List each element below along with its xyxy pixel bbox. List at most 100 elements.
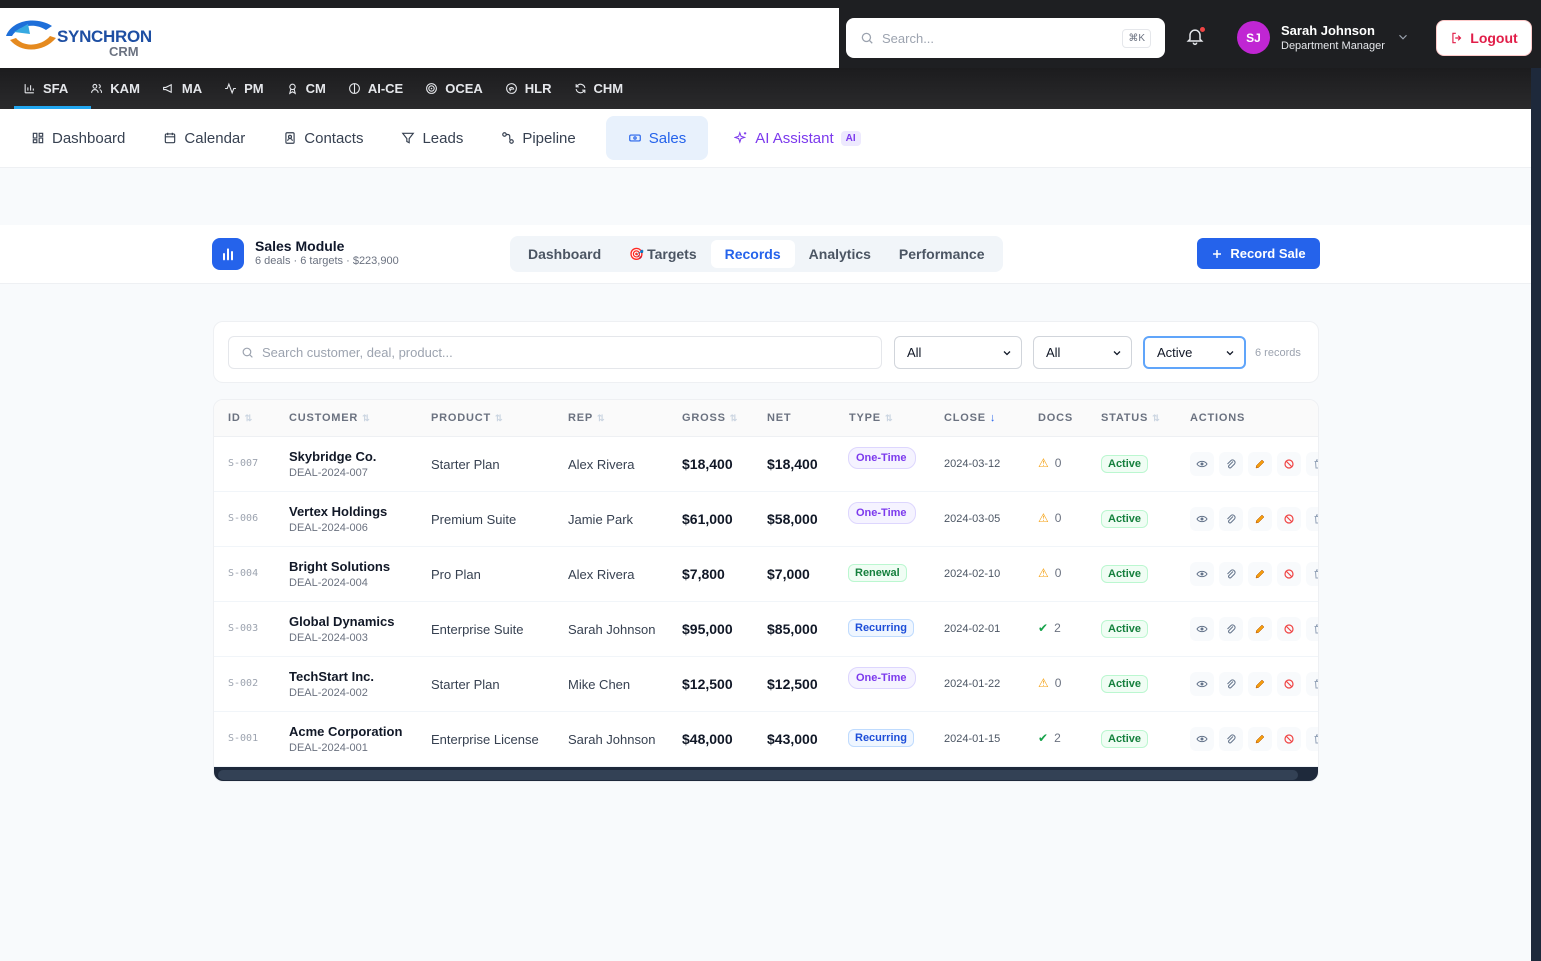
record-sale-button[interactable]: Record Sale: [1197, 238, 1320, 269]
trash-action-button[interactable]: [1306, 562, 1318, 586]
trash-action-button[interactable]: [1306, 617, 1318, 641]
section-tab-calendar[interactable]: Calendar: [151, 116, 257, 160]
column-header-rep[interactable]: REP ⇅: [568, 412, 605, 424]
tab-label: Analytics: [808, 246, 871, 262]
module-tab-ma[interactable]: MA: [151, 68, 213, 109]
close-date: 2024-01-22: [944, 678, 1001, 690]
paperclip-action-button[interactable]: [1219, 672, 1243, 696]
logout-button[interactable]: Logout: [1436, 20, 1532, 56]
ban-action-button[interactable]: [1277, 562, 1301, 586]
tab-analytics[interactable]: Analytics: [795, 240, 885, 268]
docs-count[interactable]: ✔ 2: [1038, 621, 1061, 635]
table-row[interactable]: S-006 Vertex Holdings DEAL-2024-006 Premium…: [214, 492, 1318, 547]
paperclip-action-button[interactable]: [1219, 727, 1243, 751]
table-row[interactable]: S-003 Global Dynamics DEAL-2024-003 Enterpr…: [214, 602, 1318, 657]
record-id: S-001: [228, 733, 259, 744]
status-filter-select[interactable]: Active: [1143, 336, 1246, 369]
customer-name[interactable]: Vertex Holdings: [289, 504, 388, 519]
tab-performance[interactable]: Performance: [885, 240, 999, 268]
global-search-input[interactable]: Search... ⌘K: [846, 18, 1165, 58]
tab-records[interactable]: Records: [710, 240, 795, 268]
section-tab-leads[interactable]: Leads: [389, 116, 475, 160]
module-tab-sfa[interactable]: SFA: [12, 68, 92, 109]
paperclip-icon: [1227, 569, 1236, 579]
section-tab-sales[interactable]: Sales: [605, 116, 709, 160]
customer-name[interactable]: Acme Corporation: [289, 724, 403, 739]
pencil-action-button[interactable]: [1248, 452, 1272, 476]
docs-count[interactable]: ⚠ 0: [1038, 456, 1061, 470]
customer-name[interactable]: Bright Solutions: [289, 559, 391, 574]
module-tab-ai-ce[interactable]: AI-CE: [337, 68, 414, 109]
eye-action-button[interactable]: [1190, 562, 1214, 586]
paperclip-action-button[interactable]: [1219, 562, 1243, 586]
customer-name[interactable]: Skybridge Co.: [289, 449, 377, 464]
table-row[interactable]: S-001 Acme Corporation DEAL-2024-001 Enterp…: [214, 712, 1318, 767]
pencil-action-button[interactable]: [1248, 562, 1272, 586]
column-header-close[interactable]: CLOSE ↓: [944, 412, 996, 424]
table-row[interactable]: S-002 TechStart Inc. DEAL-2024-002 Starter …: [214, 657, 1318, 712]
table-row[interactable]: S-007 Skybridge Co. DEAL-2024-007 Starter P…: [214, 437, 1318, 492]
column-header-type[interactable]: TYPE ⇅: [849, 412, 893, 424]
trash-action-button[interactable]: [1306, 507, 1318, 531]
search-shortcut-hint: ⌘K: [1122, 28, 1151, 48]
tab-targets[interactable]: 🎯 Targets: [615, 240, 711, 268]
ban-action-button[interactable]: [1277, 452, 1301, 476]
eye-action-button[interactable]: [1190, 507, 1214, 531]
module-tab-pm[interactable]: PM: [213, 68, 275, 109]
column-header-status[interactable]: STATUS ⇅: [1101, 412, 1161, 424]
tab-dashboard[interactable]: Dashboard: [514, 240, 615, 268]
eye-action-button[interactable]: [1190, 617, 1214, 641]
module-tab-chm[interactable]: CHM: [563, 68, 635, 109]
column-header-id[interactable]: ID ⇅: [228, 412, 253, 424]
column-header-product[interactable]: PRODUCT ⇅: [431, 412, 503, 424]
ban-action-button[interactable]: [1277, 507, 1301, 531]
docs-count[interactable]: ⚠ 0: [1038, 511, 1061, 525]
paperclip-icon: [1227, 514, 1236, 524]
module-tab-ocea[interactable]: OCEA: [414, 68, 494, 109]
eye-action-button[interactable]: [1190, 452, 1214, 476]
section-tab-pipeline[interactable]: Pipeline: [489, 116, 587, 160]
paperclip-action-button[interactable]: [1219, 507, 1243, 531]
section-tab-ai-assistant[interactable]: AI Assistant AI: [722, 116, 872, 160]
docs-count[interactable]: ⚠ 0: [1038, 566, 1061, 580]
section-tab-contacts[interactable]: Contacts: [271, 116, 375, 160]
filter-select-1[interactable]: All: [894, 336, 1022, 369]
section-tab-dashboard[interactable]: Dashboard: [19, 116, 137, 160]
ban-action-button[interactable]: [1277, 727, 1301, 751]
brand-logo[interactable]: SYNCHRON CRM: [2, 14, 152, 60]
check-icon: ✔: [1038, 731, 1049, 745]
customer-name[interactable]: TechStart Inc.: [289, 669, 375, 684]
notification-dot: [1199, 26, 1206, 33]
pencil-action-button[interactable]: [1248, 727, 1272, 751]
trash-action-button[interactable]: [1306, 452, 1318, 476]
module-tab-hlr[interactable]: HLR: [494, 68, 563, 109]
docs-count[interactable]: ⚠ 0: [1038, 676, 1061, 690]
records-search-input[interactable]: Search customer, deal, product...: [228, 336, 882, 369]
trash-action-button[interactable]: [1306, 727, 1318, 751]
docs-count[interactable]: ✔ 2: [1038, 731, 1061, 745]
pencil-action-button[interactable]: [1248, 672, 1272, 696]
scrollbar-thumb[interactable]: [218, 770, 1298, 780]
column-header-gross[interactable]: GROSS ⇅: [682, 412, 738, 424]
table-row[interactable]: S-004 Bright Solutions DEAL-2024-004 Pro Pl…: [214, 547, 1318, 602]
eye-action-button[interactable]: [1190, 672, 1214, 696]
net-amount: $85,000: [767, 621, 818, 637]
module-tab-cm[interactable]: CM: [275, 68, 337, 109]
pencil-action-button[interactable]: [1248, 507, 1272, 531]
notifications-button[interactable]: [1185, 26, 1207, 48]
avatar[interactable]: SJ: [1237, 21, 1270, 54]
filter-select-2[interactable]: All: [1033, 336, 1132, 369]
pencil-action-button[interactable]: [1248, 617, 1272, 641]
column-header-customer[interactable]: CUSTOMER ⇅: [289, 412, 371, 424]
chevron-down-icon[interactable]: [1396, 30, 1410, 44]
paperclip-action-button[interactable]: [1219, 617, 1243, 641]
paperclip-action-button[interactable]: [1219, 452, 1243, 476]
customer-name[interactable]: Global Dynamics: [289, 614, 395, 629]
module-tab-kam[interactable]: KAM: [79, 68, 151, 109]
trash-action-button[interactable]: [1306, 672, 1318, 696]
ban-action-button[interactable]: [1277, 672, 1301, 696]
horizontal-scrollbar[interactable]: [214, 767, 1318, 781]
ban-action-button[interactable]: [1277, 617, 1301, 641]
user-name[interactable]: Sarah Johnson: [1281, 23, 1375, 38]
eye-action-button[interactable]: [1190, 727, 1214, 751]
